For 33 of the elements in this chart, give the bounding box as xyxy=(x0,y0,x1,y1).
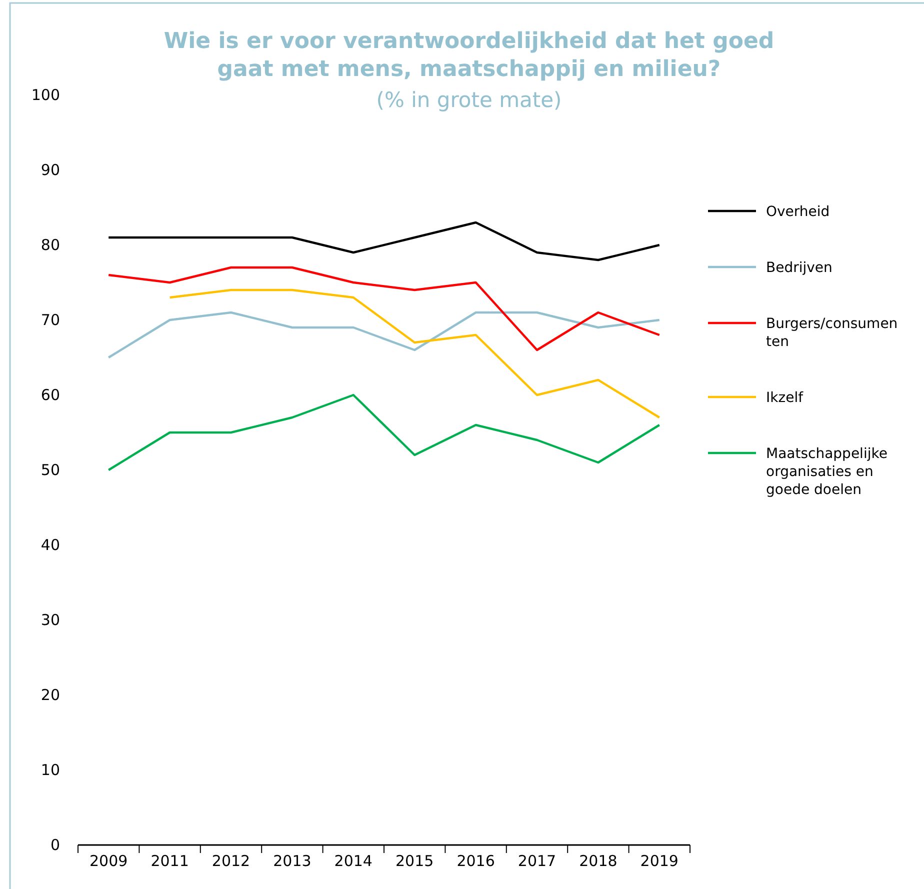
y-tick-label: 20 xyxy=(40,686,60,704)
x-tick-label: 2012 xyxy=(212,852,250,870)
x-tick-label: 2017 xyxy=(518,852,556,870)
legend-label: Bedrijven xyxy=(766,260,832,276)
y-tick-label: 0 xyxy=(50,836,60,854)
line-series xyxy=(168,288,660,419)
y-tick-label: 70 xyxy=(40,310,60,329)
line-series xyxy=(108,221,660,262)
x-tick-label: 2014 xyxy=(334,852,372,870)
x-tick-label: 2016 xyxy=(456,852,495,870)
line-series xyxy=(108,311,660,359)
legend-label: Overheid xyxy=(766,204,830,220)
x-tick-label: 2015 xyxy=(396,852,434,870)
y-tick-label: 50 xyxy=(40,460,60,479)
x-tick-label: 2009 xyxy=(90,852,128,870)
x-tick-label: 2018 xyxy=(579,852,618,870)
legend-label: Burgers/consumenten xyxy=(766,316,898,350)
y-tick-label: 30 xyxy=(40,610,60,629)
y-tick-label: 10 xyxy=(40,760,60,779)
legend-label: Maatschappelijke organisaties en goede doelen xyxy=(766,446,888,498)
chart-subtitle: (% in grote mate) xyxy=(376,88,562,112)
x-tick-label: 2011 xyxy=(150,852,189,870)
line-series xyxy=(108,266,660,352)
chart-title: Wie is er voor verantwoordelijkheid dat het goed gaat met mens, maatschappij en milieu? xyxy=(164,29,774,82)
legend-label: Ikzelf xyxy=(766,390,804,406)
y-tick-label: 100 xyxy=(31,86,60,104)
line-series xyxy=(108,394,660,472)
x-tick-label: 2019 xyxy=(640,852,678,870)
y-tick-label: 40 xyxy=(40,536,60,554)
y-tick-label: 80 xyxy=(40,236,60,254)
y-tick-label: 90 xyxy=(40,160,60,179)
y-tick-label: 60 xyxy=(40,386,60,404)
x-tick-label: 2013 xyxy=(273,852,312,870)
